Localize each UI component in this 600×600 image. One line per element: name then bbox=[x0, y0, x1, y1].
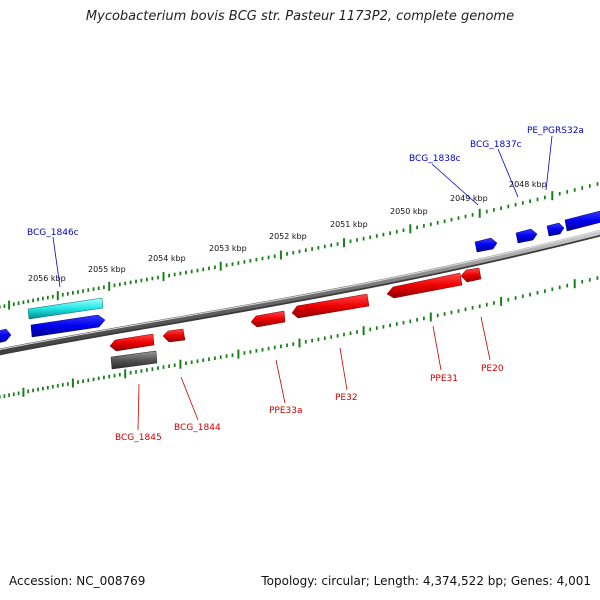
gene-label-pe32[interactable]: PE32 bbox=[335, 393, 358, 403]
gene-blue-arrow[interactable] bbox=[30, 314, 106, 338]
topology-text: Topology: circular; Length: 4,374,522 bp… bbox=[261, 574, 591, 588]
gene-label-bcg-1837c[interactable]: BCG_1837c bbox=[470, 140, 522, 150]
kbp-labels: 2056 kbp 2055 kbp 2054 kbp 2053 kbp 2052… bbox=[28, 180, 547, 283]
gene-bcg-1844[interactable] bbox=[162, 328, 186, 343]
kbp-label: 2048 kbp bbox=[509, 180, 547, 189]
forward-genes bbox=[0, 210, 600, 343]
kbp-label: 2054 kbp bbox=[148, 254, 186, 263]
gene-gray[interactable] bbox=[110, 350, 158, 370]
gene-label-bcg-1838c[interactable]: BCG_1838c bbox=[409, 154, 461, 164]
gene-label-bcg-1846c[interactable]: BCG_1846c bbox=[27, 228, 79, 238]
gene-bcg-1838c[interactable] bbox=[474, 237, 498, 253]
kbp-label: 2051 kbp bbox=[330, 220, 368, 229]
gene-pe-pgrs32a[interactable] bbox=[546, 222, 565, 237]
gene-arrow-left-edge[interactable] bbox=[0, 328, 12, 343]
forward-gene-labels: BCG_1846c BCG_1838c BCG_1837c PE_PGRS32a bbox=[27, 126, 584, 288]
genome-title: Mycobacterium bovis BCG str. Pasteur 117… bbox=[85, 9, 515, 24]
gene-bcg-1837c[interactable] bbox=[515, 228, 538, 244]
reverse-gene-labels: BCG_1845 BCG_1844 PPE33a PE32 PPE31 PE20 bbox=[115, 316, 504, 443]
outer-tick-track bbox=[0, 182, 599, 310]
gene-label-pe20[interactable]: PE20 bbox=[481, 364, 504, 374]
kbp-label: 2050 kbp bbox=[390, 207, 428, 216]
kbp-label: 2053 kbp bbox=[209, 244, 247, 253]
kbp-label: 2055 kbp bbox=[88, 265, 126, 274]
gene-ppe31[interactable] bbox=[386, 272, 463, 299]
gene-label-bcg-1845[interactable]: BCG_1845 bbox=[115, 433, 162, 443]
inner-tick-track bbox=[0, 276, 599, 399]
kbp-label: 2052 kbp bbox=[269, 232, 307, 241]
kbp-label: 2049 kbp bbox=[450, 194, 488, 203]
accession-text: Accession: NC_008769 bbox=[9, 574, 146, 588]
gene-blue-right-edge[interactable] bbox=[564, 210, 600, 232]
genome-backbone bbox=[0, 229, 600, 356]
gene-bcg-1845[interactable] bbox=[109, 333, 155, 352]
gene-label-pe-pgrs32a[interactable]: PE_PGRS32a bbox=[527, 126, 584, 136]
gene-label-bcg-1844[interactable]: BCG_1844 bbox=[174, 423, 221, 433]
reverse-genes bbox=[109, 267, 482, 370]
gene-ppe33a[interactable] bbox=[250, 310, 286, 328]
gene-label-ppe33a[interactable]: PPE33a bbox=[269, 406, 303, 416]
gene-pe20[interactable] bbox=[460, 267, 482, 283]
kbp-label: 2056 kbp bbox=[28, 274, 66, 283]
gene-pe32[interactable] bbox=[291, 293, 370, 319]
gene-bcg-1846c-cyan[interactable] bbox=[27, 297, 104, 320]
gene-label-ppe31[interactable]: PPE31 bbox=[430, 374, 458, 384]
